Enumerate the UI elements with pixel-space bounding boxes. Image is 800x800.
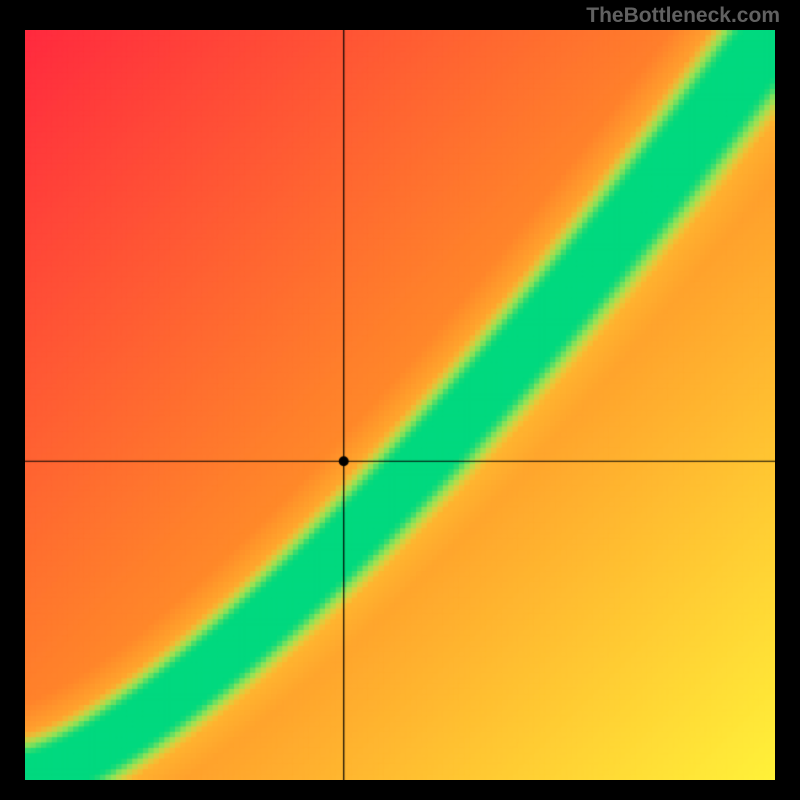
bottleneck-heatmap <box>25 30 775 780</box>
chart-container: TheBottleneck.com <box>0 0 800 800</box>
watermark-text: TheBottleneck.com <box>586 4 780 28</box>
